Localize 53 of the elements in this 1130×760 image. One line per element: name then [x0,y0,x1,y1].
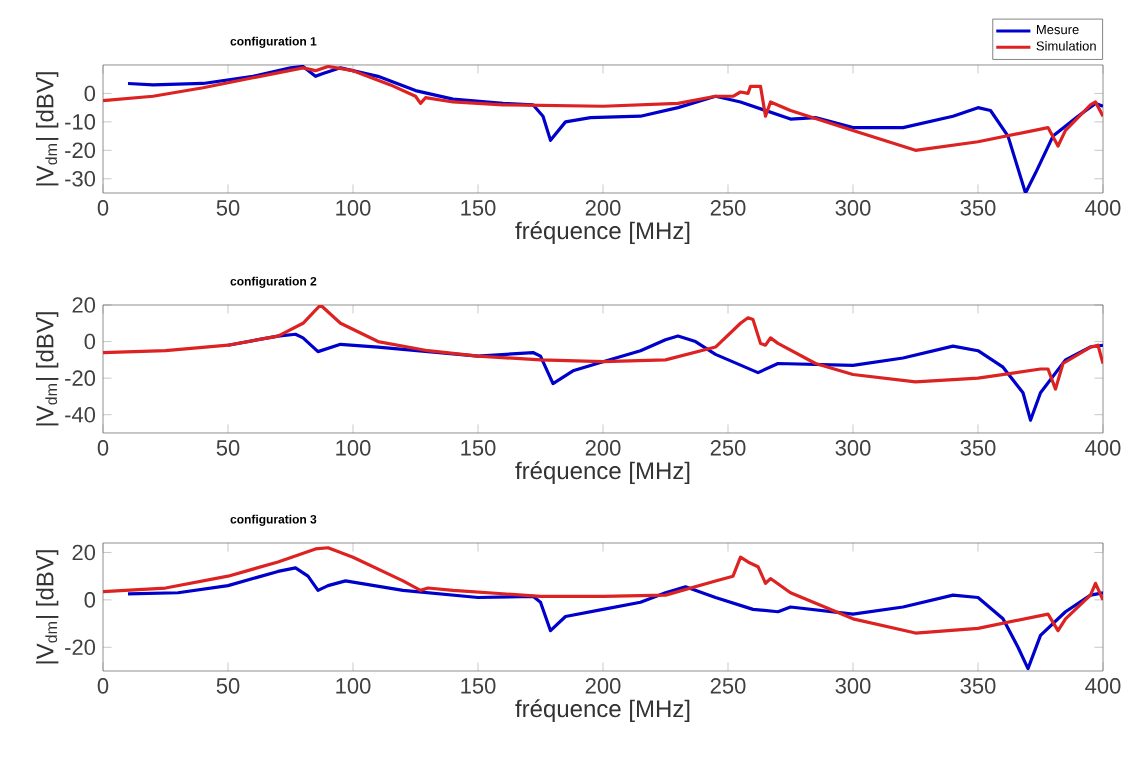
x-tick-label: 300 [835,440,871,456]
x-tick-label: 200 [585,678,621,694]
y-tick-label: 0 [84,592,96,608]
x-tick-label: 0 [97,200,109,216]
line-series [103,304,1103,391]
x-tick-label: 200 [585,200,621,216]
x-tick-label: 350 [960,440,996,456]
chart-title: configuration 2 [230,276,317,288]
x-axis-title: fréquence [MHz] [515,699,690,723]
y-tick-label: 20 [72,297,96,313]
legend-label: Mesure [1036,25,1079,35]
y-tick-label: -40 [65,406,96,423]
x-tick-label: 350 [960,200,996,216]
x-tick-label: 250 [710,200,746,216]
chart-title: configuration 1 [230,36,317,48]
line-series [103,64,1103,152]
x-tick-label: 50 [216,440,240,456]
x-tick-label: 350 [960,678,996,694]
x-tick-label: 0 [97,678,109,694]
x-tick-label: 400 [1085,678,1121,694]
x-tick-label: 300 [835,200,871,216]
x-tick-label: 0 [97,440,109,456]
x-tick-label: 150 [461,200,496,216]
x-tick-label: 50 [216,200,240,216]
y-axis-title: |V$_{dm}$| [dBV] [35,72,59,186]
y-tick-label: -10 [65,114,96,130]
y-tick-label: -20 [65,639,96,656]
x-axis-title: fréquence [MHz] [515,221,690,245]
x-tick-label: 250 [710,678,746,694]
y-tick-label: 0 [84,333,96,350]
x-tick-label: 200 [585,440,621,456]
y-axis-title: |V$_{dm}$| [dBV] [35,312,59,426]
x-tick-label: 100 [336,440,371,456]
x-tick-label: 400 [1085,440,1121,456]
y-tick-label: -30 [65,171,96,187]
chart-title: configuration 3 [230,514,317,526]
line-series [126,566,1103,671]
y-tick-label: 0 [84,85,96,102]
x-tick-label: 50 [216,678,240,694]
y-tick-label: -20 [65,142,96,159]
x-tick-label: 150 [461,678,496,694]
x-tick-label: 250 [710,440,746,456]
legend-label: Simulation [1036,41,1096,51]
line-series [103,546,1103,635]
x-tick-label: 400 [1085,200,1121,216]
x-tick-label: 100 [336,200,371,216]
y-tick-label: -20 [65,370,96,386]
x-tick-label: 100 [336,678,371,694]
y-tick-label: 20 [72,544,96,561]
x-tick-label: 150 [461,440,496,456]
x-axis-title: fréquence [MHz] [515,461,690,485]
x-tick-label: 300 [835,678,871,694]
y-axis-title: |V$_{dm}$| [dBV] [35,550,59,664]
